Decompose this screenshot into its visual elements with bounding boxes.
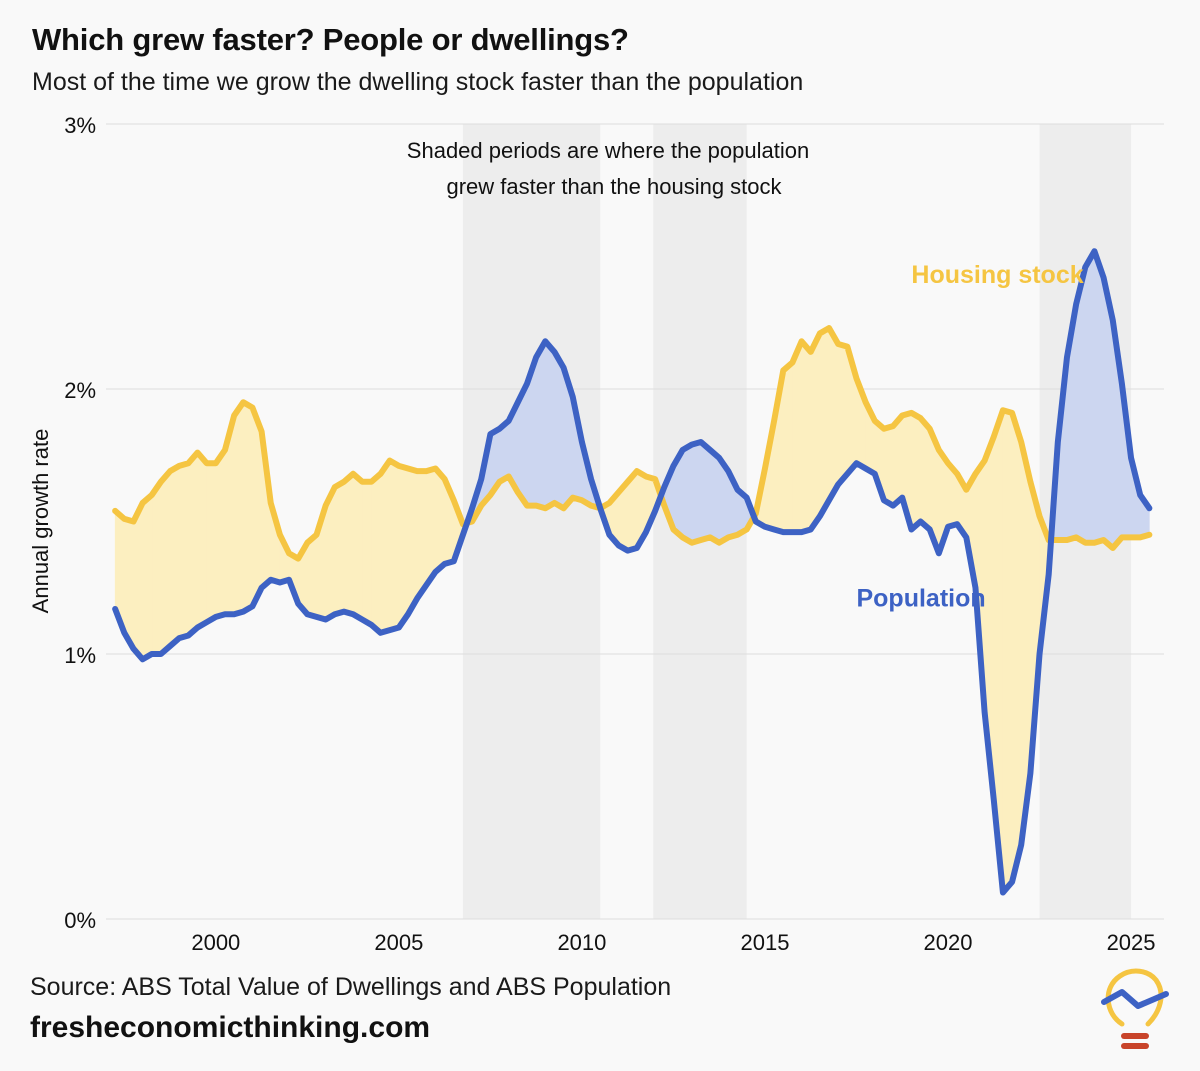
x-tick-label: 2010: [557, 930, 606, 955]
difference-fill: [380, 459, 391, 634]
series-label-housing-stock: Housing stock: [911, 261, 1083, 289]
difference-fill: [892, 414, 903, 507]
difference-fill: [188, 451, 198, 637]
difference-fill: [782, 361, 793, 533]
difference-fill: [1002, 409, 1013, 894]
difference-fill: [810, 333, 821, 531]
x-tick-label: 2000: [191, 930, 240, 955]
x-tick-label: 2015: [740, 930, 789, 955]
difference-fill: [133, 502, 143, 661]
difference-fill: [700, 441, 711, 541]
source-note: Source: ABS Total Value of Dwellings and…: [30, 973, 672, 1001]
y-tick-label: 3%: [64, 113, 96, 138]
difference-fill: [197, 451, 207, 629]
difference-fill: [334, 481, 345, 615]
difference-fill: [178, 462, 189, 639]
difference-fill: [361, 481, 372, 626]
annotation-line-1: Shaded periods are where the population: [407, 138, 809, 163]
difference-fill: [792, 341, 802, 533]
difference-fill: [828, 326, 839, 502]
difference-fill: [416, 470, 427, 600]
difference-fill: [883, 425, 894, 507]
chart-title: Which grew faster? People or dwellings?: [32, 22, 629, 57]
series-label-population: Population: [856, 584, 985, 612]
difference-fill: [1094, 251, 1104, 544]
difference-fill: [151, 480, 162, 655]
difference-fill: [691, 441, 702, 544]
difference-fill: [160, 470, 171, 655]
shaded-period-1: [462, 124, 601, 919]
difference-fill: [801, 340, 812, 533]
annotation-line-2: grew faster than the housing stock: [446, 174, 782, 199]
y-tick-label: 2%: [64, 378, 96, 403]
series-lines: [112, 248, 1153, 896]
difference-fill: [352, 473, 363, 621]
difference-fill: [1011, 412, 1022, 882]
series-line-population: [112, 248, 1153, 896]
site-name: fresheconomicthinking.com: [30, 1011, 431, 1044]
difference-fill: [242, 401, 253, 613]
difference-fill: [837, 343, 848, 486]
x-tick-label: 2025: [1107, 930, 1156, 955]
difference-fill: [233, 401, 244, 615]
difference-fill: [920, 417, 931, 531]
x-tick-label: 2005: [374, 930, 423, 955]
difference-fill: [206, 462, 217, 623]
difference-fill: [215, 448, 226, 618]
difference-fill: [407, 468, 418, 616]
difference-fill: [307, 534, 317, 618]
difference-fill: [142, 494, 153, 660]
y-tick-labels: 0% 1% 2% 3%: [64, 113, 96, 933]
y-tick-label: 1%: [64, 643, 96, 668]
difference-fill: [371, 473, 381, 634]
difference-fill: [435, 467, 445, 573]
difference-fill: [398, 465, 409, 629]
difference-fill: [389, 460, 400, 631]
difference-fill: [554, 350, 564, 509]
trend-line: [1101, 989, 1169, 1009]
difference-fill: [682, 444, 693, 544]
x-tick-labels: 2000 2005 2010 2015 2020 2025: [191, 930, 1155, 955]
difference-fill: [1084, 250, 1095, 544]
series-labels: Housing stock Population: [856, 261, 1083, 612]
y-tick-label: 0%: [64, 908, 96, 933]
difference-fill: [343, 473, 354, 615]
difference-fill: [911, 412, 921, 531]
lightbulb-trend-icon: [1101, 968, 1169, 1049]
chart: 0% 1% 2% 3% 2000 2005 2010 2015 2020 2025 Annual…: [28, 113, 1164, 955]
difference-fill: [169, 465, 180, 647]
difference-fill: [545, 340, 555, 509]
difference-fill: [819, 327, 830, 518]
difference-fill: [535, 340, 546, 509]
series-line-housing-stock: [112, 325, 1153, 562]
x-tick-label: 2020: [924, 930, 973, 955]
y-axis-label: Annual growth rate: [28, 429, 53, 614]
chart-subtitle: Most of the time we grow the dwelling st…: [32, 68, 804, 96]
difference-fill: [426, 468, 436, 587]
difference-fill: [709, 449, 720, 544]
